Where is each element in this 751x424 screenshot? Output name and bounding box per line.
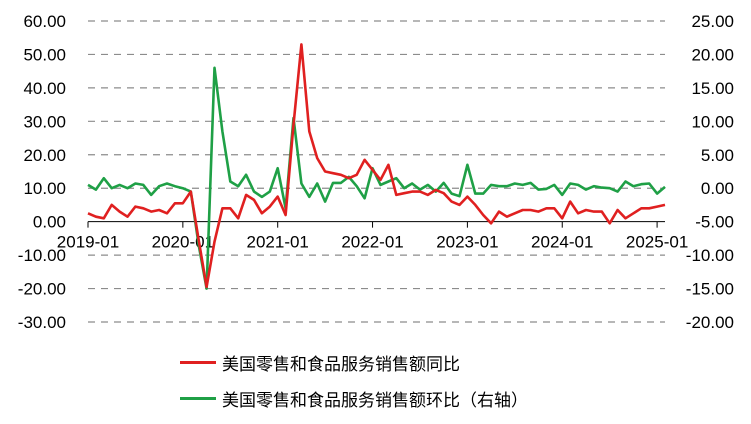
left-tick-label: 20.00: [23, 146, 66, 165]
right-tick-label: -20.00: [686, 313, 734, 332]
right-tick-label: 0.00: [701, 179, 734, 198]
legend-swatch-red: [180, 360, 216, 364]
x-tick-label: 2022-01: [341, 233, 403, 252]
x-tick-label: 2020-01: [152, 233, 214, 252]
left-tick-label: -30.00: [18, 313, 66, 332]
series-lines: [87, 43, 666, 290]
legend-label-mom: 美国零售和食品服务销售额环比（右轴）: [222, 390, 528, 411]
x-tick-label: 2025-01: [626, 233, 688, 252]
x-tick-label: 2021-01: [247, 233, 309, 252]
right-tick-label: 10.00: [691, 112, 734, 131]
left-y-axis: 60.00 50.00 40.00 30.00 20.00 10.00 0.00 -10.00…: [18, 12, 66, 332]
right-tick-label: -15.00: [686, 280, 734, 299]
left-tick-label: 0.00: [33, 213, 66, 232]
x-tick-label: 2024-01: [531, 233, 593, 252]
right-tick-label: 20.00: [691, 45, 734, 64]
x-axis: 2019-01 2020-01 2021-01 2022-01 2023-01 2024-…: [57, 221, 688, 252]
legend-swatch-green: [180, 396, 216, 400]
right-tick-label: -10.00: [686, 246, 734, 265]
right-tick-label: -5.00: [695, 213, 734, 232]
x-tick-label: 2019-01: [57, 233, 119, 252]
left-tick-label: 50.00: [23, 45, 66, 64]
right-y-axis: 25.00 20.00 15.00 10.00 5.00 0.00 -5.00 -10.00 -…: [686, 12, 734, 332]
legend: 美国零售和食品服务销售额同比 美国零售和食品服务销售额环比（右轴）: [180, 344, 528, 416]
series-line-yoy: [87, 43, 666, 289]
left-tick-label: -10.00: [18, 246, 66, 265]
legend-label-yoy: 美国零售和食品服务销售额同比: [222, 354, 460, 375]
left-tick-label: 60.00: [23, 12, 66, 31]
x-tick-label: 2023-01: [436, 233, 498, 252]
line-chart: 60.00 50.00 40.00 30.00 20.00 10.00 0.00 -10.00…: [18, 12, 734, 332]
legend-item-mom: 美国零售和食品服务销售额环比（右轴）: [180, 380, 528, 416]
left-tick-label: 40.00: [23, 79, 66, 98]
right-tick-label: 5.00: [701, 146, 734, 165]
left-tick-label: -20.00: [18, 280, 66, 299]
left-tick-label: 30.00: [23, 112, 66, 131]
right-tick-label: 25.00: [691, 12, 734, 31]
right-tick-label: 15.00: [691, 79, 734, 98]
legend-item-yoy: 美国零售和食品服务销售额同比: [180, 344, 528, 380]
gridlines: [88, 20, 665, 323]
left-tick-label: 10.00: [23, 179, 66, 198]
